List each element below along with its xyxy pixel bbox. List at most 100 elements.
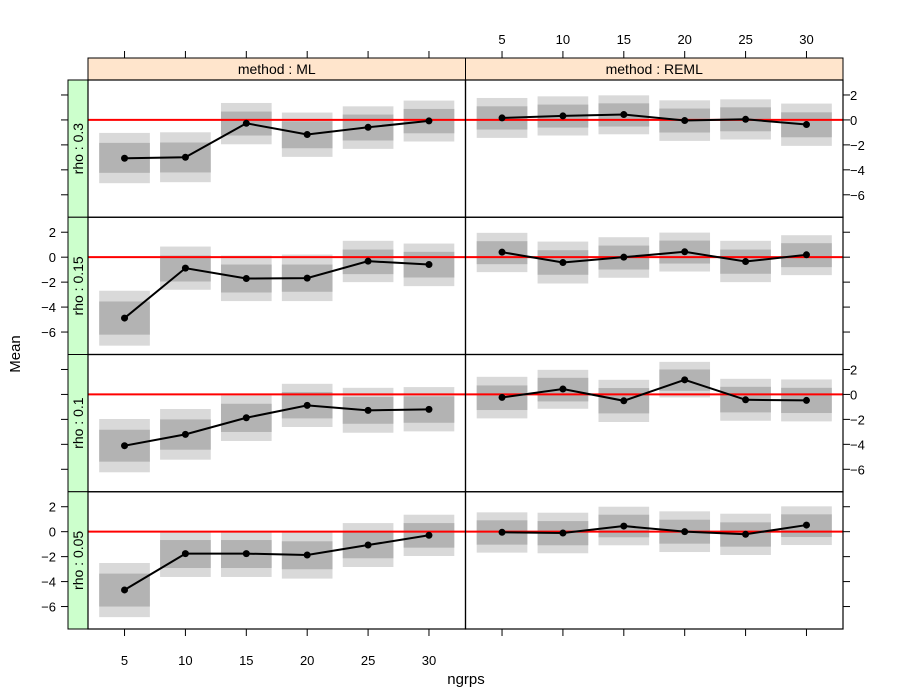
mean-line [124, 404, 429, 447]
x-tick-label: 10 [178, 653, 192, 668]
y-tick-label: 2 [49, 225, 56, 240]
panel-reml-row2 [464, 353, 844, 493]
y-tick-label: 0 [49, 250, 56, 265]
mean-point [121, 314, 129, 322]
mean-point [620, 522, 628, 530]
mean-point [425, 261, 433, 269]
mean-point [425, 405, 433, 413]
mean-point [425, 117, 433, 125]
mean-point [121, 586, 129, 594]
y-tick-label: −2 [41, 550, 56, 565]
panels: method : ML method : REML rho : 0.3 rho : 0… [41, 32, 865, 668]
y-tick-label: −6 [850, 188, 865, 203]
mean-point [181, 550, 189, 558]
mean-point [620, 253, 628, 261]
y-tick-label: −6 [41, 325, 56, 340]
mean-line [501, 250, 807, 264]
strip-label: rho : 0.05 [70, 531, 86, 590]
mean-point [303, 551, 311, 559]
y-tick-label: −2 [850, 412, 865, 427]
x-tick-label: 20 [300, 653, 314, 668]
mean-point [802, 396, 810, 404]
panel-reml-row3 [464, 491, 844, 630]
mean-point [559, 259, 567, 267]
mean-point [364, 123, 372, 131]
mean-point [620, 111, 628, 119]
mean-point [121, 154, 129, 162]
mean-point [364, 406, 372, 414]
mean-point [802, 521, 810, 529]
mean-line [501, 113, 807, 126]
panel-ml-row1 [87, 216, 467, 356]
mean-point [364, 257, 372, 265]
x-axis-label: ngrps [447, 671, 485, 688]
mean-point [802, 121, 810, 129]
x-tick-label: 30 [422, 653, 436, 668]
panel-ml-row0 [87, 79, 467, 218]
x-tick-label: 5 [121, 653, 128, 668]
mean-point [181, 264, 189, 272]
mean-line [124, 534, 430, 591]
mean-point [181, 430, 189, 438]
mean-point [364, 541, 372, 549]
strip-label: rho : 0.1 [70, 397, 86, 449]
mean-point [742, 115, 750, 123]
mean-point [498, 393, 506, 401]
mean-line [502, 524, 807, 536]
x-tick-label: 25 [738, 32, 752, 47]
y-tick-label: −4 [850, 437, 865, 452]
mean-point [620, 397, 628, 405]
panel-border [464, 353, 844, 493]
mean-line [123, 260, 430, 319]
y-tick-label: 0 [49, 525, 56, 540]
panel-reml-row1 [464, 216, 844, 356]
y-tick-label: −6 [41, 600, 56, 615]
y-tick-label: 2 [850, 88, 857, 103]
mean-point [681, 117, 689, 125]
mean-point [242, 275, 250, 283]
y-tick-label: 0 [850, 387, 857, 402]
mean-point [742, 396, 750, 404]
mean-point [303, 131, 311, 139]
y-tick-label: −4 [41, 575, 56, 590]
mean-point [802, 251, 810, 259]
y-tick-label: −2 [41, 275, 56, 290]
y-tick-label: −2 [850, 138, 865, 153]
mean-point [242, 119, 250, 127]
x-tick-label: 10 [556, 32, 570, 47]
mean-point [559, 112, 567, 120]
mean-point [498, 248, 506, 256]
mean-point [242, 414, 250, 422]
mean-point [742, 530, 750, 538]
panel-reml-row0 [464, 79, 844, 218]
panel-ml-row3 [87, 491, 467, 630]
mean-point [559, 385, 567, 393]
mean-point [498, 114, 506, 122]
mean-point [681, 248, 689, 256]
strip-label: rho : 0.15 [70, 256, 86, 315]
mean-point [181, 153, 189, 161]
x-tick-label: 30 [799, 32, 813, 47]
strip-label: rho : 0.3 [70, 123, 86, 175]
y-tick-label: 2 [850, 362, 857, 377]
y-tick-label: −4 [850, 163, 865, 178]
x-tick-label: 20 [677, 32, 691, 47]
panel-ml-row2 [87, 353, 467, 493]
y-tick-label: −6 [850, 462, 865, 477]
panel-border [464, 491, 844, 630]
mean-point [498, 528, 506, 536]
mean-point [303, 274, 311, 282]
mean-point [242, 550, 250, 558]
x-tick-label: 15 [239, 653, 253, 668]
mean-point [559, 529, 567, 537]
strip-label: method : REML [606, 61, 703, 77]
mean-point [303, 401, 311, 409]
mean-point [742, 258, 750, 266]
mean-line [124, 119, 430, 160]
y-tick-label: 0 [850, 113, 857, 128]
y-axis-label: Mean [7, 335, 24, 373]
mean-point [681, 376, 689, 384]
mean-point [425, 531, 433, 539]
x-tick-label: 15 [617, 32, 631, 47]
